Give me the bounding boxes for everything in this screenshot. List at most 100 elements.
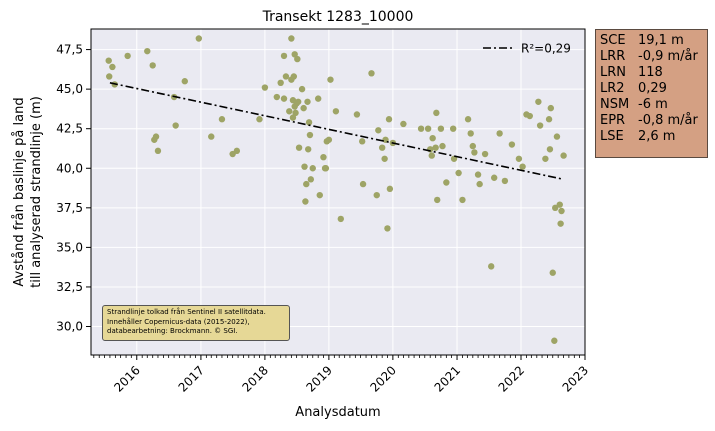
- data-point: [429, 134, 436, 142]
- data-point: [526, 112, 533, 120]
- y-tick-label: 30,0: [56, 320, 83, 334]
- data-point: [124, 52, 131, 60]
- data-point: [424, 125, 432, 132]
- stat-row-lrr: LRR -0,9 m/år: [600, 49, 703, 65]
- data-point: [434, 196, 441, 204]
- data-point: [437, 125, 445, 132]
- data-point: [549, 269, 556, 276]
- stat-row-sce: SCE 19,1 m: [600, 33, 703, 49]
- data-point: [556, 201, 563, 208]
- stat-value: -6 m: [638, 97, 668, 112]
- data-point: [106, 73, 113, 80]
- data-point: [305, 119, 313, 126]
- legend: R²=0,29: [483, 42, 571, 56]
- y-tick-label: 32,5: [56, 280, 83, 294]
- data-point: [375, 127, 382, 134]
- data-point: [558, 207, 565, 215]
- data-point: [545, 116, 553, 123]
- data-point: [181, 78, 188, 85]
- data-point: [385, 116, 393, 123]
- data-point: [290, 73, 298, 80]
- stat-value: 118: [638, 65, 663, 80]
- stat-key: SCE: [600, 33, 626, 48]
- data-point: [337, 215, 345, 223]
- data-point: [417, 125, 425, 132]
- data-point: [508, 141, 516, 148]
- data-point: [353, 111, 361, 118]
- data-point: [320, 153, 327, 161]
- data-point: [154, 147, 162, 155]
- y-tick-label: 42,5: [56, 122, 83, 136]
- x-tick-label: 2016: [111, 363, 142, 394]
- x-tick-label: 2023: [560, 363, 591, 394]
- data-point: [542, 155, 549, 162]
- data-point: [289, 114, 297, 121]
- data-point: [428, 152, 435, 159]
- data-point: [474, 171, 482, 178]
- y-tick-label: 40,0: [56, 161, 83, 175]
- data-point: [467, 130, 474, 137]
- data-point: [282, 73, 290, 80]
- data-point: [291, 51, 298, 58]
- data-point: [359, 180, 367, 188]
- data-point: [152, 133, 160, 140]
- data-point: [307, 176, 315, 183]
- stat-value: 2,6 m: [638, 129, 676, 144]
- statistics-box: SCE 19,1 m LRR -0,9 m/år LRN 118 LR2 0,29 NS…: [595, 29, 708, 158]
- data-point: [304, 98, 311, 105]
- data-point: [273, 93, 281, 101]
- credit-line: Innehåller Copernicus-data (2015-2022),: [107, 317, 250, 326]
- data-point: [109, 63, 116, 71]
- stat-value: 19,1 m: [638, 33, 684, 48]
- data-point: [358, 138, 366, 145]
- data-point: [195, 35, 203, 42]
- data-point: [303, 180, 310, 188]
- credit-line: Strandlinje tolkad från Sentinel II sate…: [107, 308, 266, 316]
- data-point: [515, 155, 523, 162]
- stat-key: EPR: [600, 113, 626, 128]
- plot-frame: [90, 28, 586, 356]
- x-tick-label: 2019: [304, 363, 335, 394]
- x-tick-label: 2022: [496, 363, 527, 394]
- legend-label: R²=0,29: [521, 42, 571, 56]
- data-point: [384, 225, 391, 232]
- y-axis-ticks: 30,0 32,5 35,0 37,5 40,0 42,5 45,0 47,5: [56, 43, 91, 334]
- data-point: [400, 120, 407, 128]
- data-point: [261, 84, 269, 91]
- data-point: [535, 98, 542, 105]
- stat-key: LR2: [600, 81, 625, 96]
- x-tick-label: 2021: [432, 363, 463, 394]
- chart-title: Transekt 1283_10000: [262, 9, 414, 25]
- data-point: [292, 109, 299, 117]
- stat-value: 0,29: [638, 81, 667, 96]
- data-point: [294, 55, 301, 63]
- data-point: [314, 95, 322, 102]
- data-point: [144, 47, 151, 55]
- data-point: [557, 220, 564, 227]
- data-point: [218, 116, 226, 123]
- stat-row-epr: EPR -0,8 m/år: [600, 113, 703, 129]
- plot-background: [91, 29, 585, 355]
- stat-key: LRN: [600, 65, 626, 80]
- x-tick-label: 2020: [367, 363, 398, 394]
- data-point: [149, 62, 156, 69]
- trend-line: [109, 82, 564, 181]
- data-point: [433, 109, 440, 117]
- data-point: [172, 122, 179, 129]
- data-point: [277, 79, 284, 87]
- data-point: [551, 337, 558, 344]
- data-point: [295, 144, 303, 151]
- data-point: [381, 155, 388, 162]
- x-axis-label: Analysdatum: [295, 405, 380, 420]
- data-point: [488, 263, 495, 270]
- data-point: [322, 165, 330, 172]
- data-point: [105, 57, 112, 64]
- data-point: [519, 163, 526, 170]
- data-point: [449, 125, 457, 132]
- data-point: [547, 104, 555, 112]
- data-point: [208, 133, 215, 140]
- data-point: [300, 104, 307, 112]
- data-point: [464, 116, 472, 123]
- data-point: [455, 169, 462, 177]
